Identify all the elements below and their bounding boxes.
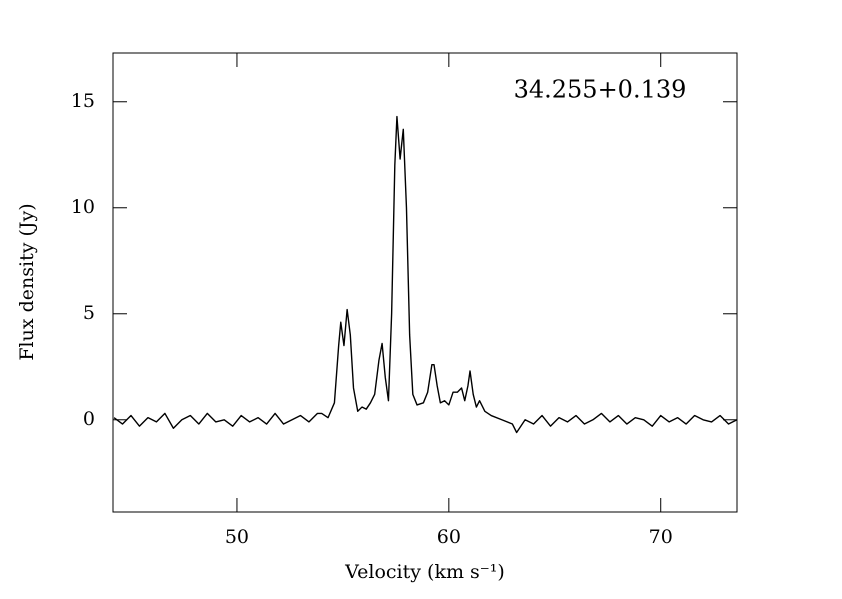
y-tick-label: 10 [71,196,95,218]
x-tick-label: 60 [437,526,461,548]
plot-frame [112,52,738,513]
x-tick-label: 50 [225,526,249,548]
x-tick-label: 70 [649,526,673,548]
x-axis-label: Velocity (km s⁻¹) [344,561,505,583]
spectrum-line [113,115,738,434]
y-tick-label: 5 [83,302,95,324]
y-tick-label: 0 [83,408,95,430]
y-axis-label: Flux density (Jy) [16,203,38,360]
annotation: 34.255+0.139 [514,76,687,104]
y-tick-label: 15 [71,90,95,112]
